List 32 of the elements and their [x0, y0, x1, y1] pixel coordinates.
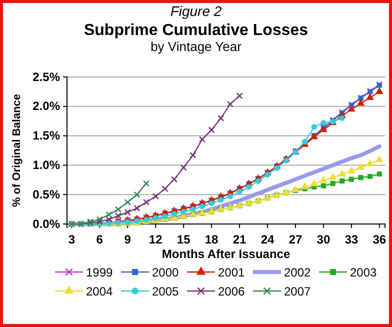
x-tick-label: 36: [372, 232, 386, 247]
legend-label: 2001: [218, 266, 246, 280]
x-tick-label: 21: [232, 232, 247, 247]
legend-label: 2005: [152, 284, 180, 298]
x-axis-title: Months After Issuance: [162, 247, 290, 261]
caption: Figure 2: [170, 3, 222, 19]
legend-label: 2004: [86, 284, 114, 298]
x-tick-label: 12: [148, 232, 163, 247]
legend-label: 2003: [350, 266, 378, 280]
y-tick-label: 2.0%: [32, 99, 60, 114]
legend-label: 1999: [86, 266, 114, 280]
y-tick-label: 1.5%: [32, 128, 60, 143]
x-tick-label: 15: [176, 232, 191, 247]
legend-label: 2006: [218, 284, 246, 298]
x-tick-label: 6: [96, 232, 104, 247]
x-tick-label: 24: [260, 232, 274, 247]
y-tick-label: 2.5%: [32, 70, 60, 84]
x-tick-label: 33: [344, 232, 358, 247]
chart-subtitle: by Vintage Year: [150, 39, 242, 54]
y-tick-label: 0.0%: [32, 216, 60, 231]
legend-label: 2007: [284, 284, 312, 298]
x-tick-label: 18: [204, 232, 219, 247]
x-tick-label: 27: [288, 232, 302, 247]
legend-label: 2002: [284, 266, 312, 280]
x-tick-label: 9: [124, 232, 132, 247]
y-tick-label: 0.5%: [32, 187, 60, 202]
x-tick-label: 30: [316, 232, 330, 247]
legend-label: 2000: [152, 266, 180, 280]
y-axis-title: % of Original Balance: [11, 94, 23, 208]
x-tick-label: 3: [68, 232, 76, 247]
y-tick-label: 1.0%: [32, 158, 60, 172]
chart-title: Subprime Cumulative Losses: [84, 22, 308, 39]
